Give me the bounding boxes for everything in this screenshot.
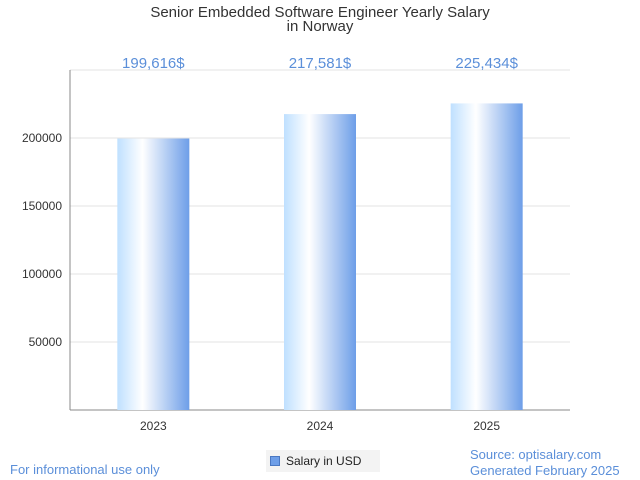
generated-text: Generated February 2025	[470, 463, 620, 478]
y-tick-label: 200000	[22, 131, 62, 145]
chart-title-line1: Senior Embedded Software Engineer Yearly…	[150, 4, 490, 21]
legend-label: Salary in USD	[286, 454, 362, 468]
chart-legend: Salary in USD	[266, 450, 380, 472]
data-label: 217,581$	[289, 55, 352, 72]
source-text: Source: optisalary.com	[470, 447, 602, 462]
y-tick-label: 150000	[22, 199, 62, 213]
bar	[284, 114, 356, 410]
x-tick-label: 2024	[307, 419, 334, 433]
bar	[450, 103, 523, 410]
x-tick-label: 2023	[140, 419, 167, 433]
x-tick-label: 2025	[473, 419, 500, 433]
disclaimer-text: For informational use only	[10, 462, 160, 477]
y-tick-label: 50000	[29, 335, 63, 349]
data-label: 199,616$	[122, 55, 185, 72]
source-info: Source: optisalary.com Generated Februar…	[470, 447, 620, 479]
y-tick-label: 100000	[22, 267, 62, 281]
legend-swatch	[270, 456, 280, 466]
data-label: 225,434$	[455, 55, 518, 72]
chart-title-line2: in Norway	[286, 18, 354, 35]
bar	[117, 138, 190, 410]
